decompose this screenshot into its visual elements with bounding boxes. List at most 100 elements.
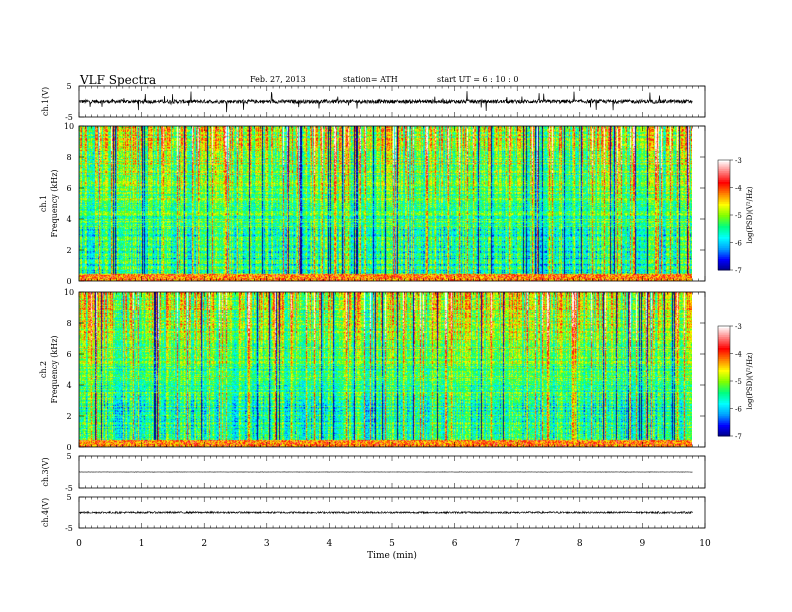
ch1-spectrogram-colorbar-step	[718, 183, 730, 187]
ch2-spectrogram-colorbar-label: log(PSD)(V²/Hz)	[746, 352, 754, 409]
ch2-spectrogram-colorbar-step	[718, 386, 730, 389]
ch2-spectrogram-ytick-6: 6	[66, 350, 71, 359]
ch2-spectrogram-colorbar-step	[718, 430, 730, 433]
ch1-waveform-trace	[78, 91, 693, 113]
ch2-spectrogram-colorbar-step	[718, 388, 730, 391]
ch2-spectrogram-colorbar-step	[718, 399, 730, 402]
ch2-spectrogram-colorbar-step	[718, 419, 730, 422]
ch2-spectrogram-colorbar-step	[718, 414, 730, 417]
ch2-spectrogram-colorbar-step	[718, 393, 730, 397]
ch2-spectrogram-colorbar-step	[718, 415, 730, 419]
ch1-spectrogram-colorbar-step	[718, 204, 730, 207]
start-time-label: start UT = 6 : 10 : 0	[437, 75, 519, 84]
ch1-spectrogram-ytick-8: 8	[66, 153, 71, 162]
ch1-spectrogram-colorbar-step	[718, 213, 730, 216]
ch2-spectrogram-colorbar-step	[718, 364, 730, 367]
ch1-spectrogram-colorbar-step	[718, 268, 730, 271]
ch2-spectrogram-colorbar-step	[718, 432, 730, 435]
ch2-spectrogram-colorbar-tick--3: -3	[735, 323, 742, 331]
x-tick-label-7: 7	[514, 539, 520, 549]
ch2-spectrogram-colorbar-step	[718, 425, 730, 428]
ch1-spectrogram-colorbar-step	[718, 259, 730, 262]
ch3-waveform-ylabel: ch.3(V)	[41, 457, 50, 486]
x-tick-label-3: 3	[264, 539, 270, 549]
ch1-spectrogram-colorbar-step	[718, 220, 730, 223]
ch1-spectrogram-colorbar-step	[718, 200, 730, 203]
date-label: Feb. 27, 2013	[250, 75, 306, 84]
ch2-spectrogram-colorbar-step	[718, 412, 730, 415]
ch1-waveform-ytick-bottom: -5	[65, 113, 73, 122]
ch2-spectrogram-colorbar-step	[718, 362, 730, 365]
ch1-spectrogram-colorbar-step	[718, 257, 730, 260]
ch1-spectrogram-colorbar-step	[718, 198, 730, 201]
ch2-spectrogram-colorbar-step	[718, 403, 730, 406]
ch1-spectrogram-colorbar-step	[718, 255, 730, 258]
ch1-spectrogram-colorbar-step	[718, 218, 730, 221]
ch2-spectrogram-colorbar-step	[718, 382, 730, 386]
station-label: station= ATH	[343, 75, 398, 84]
ch2-spectrogram-colorbar-step	[718, 434, 730, 437]
ch1-spectrogram-colorbar-tick--4: -4	[735, 185, 742, 193]
ch2-spectrogram-colorbar-step	[718, 371, 730, 375]
ch2-spectrogram-colorbar-step	[718, 428, 730, 431]
ch2-spectrogram-ylabel-frequency: Frequency (kHz)	[50, 335, 59, 403]
x-tick-label-5: 5	[389, 539, 395, 549]
ch1-spectrogram-colorbar-tick--6: -6	[735, 240, 742, 248]
ch1-spectrogram-colorbar-step	[718, 224, 730, 227]
ch1-spectrogram-colorbar-step	[718, 178, 730, 181]
ch1-spectrogram-colorbar-step	[718, 240, 730, 243]
ch1-waveform-ytick-top: 5	[66, 82, 71, 91]
ch1-spectrogram-colorbar-step	[718, 176, 730, 179]
ch2-spectrogram-colorbar-step	[718, 359, 730, 362]
ch1-spectrogram-colorbar-step	[718, 171, 730, 174]
ch1-waveform-ylabel: ch.1(V)	[41, 87, 50, 116]
ch2-spectrogram-colorbar-tick--4: -4	[735, 351, 742, 359]
ch1-spectrogram-ytick-2: 2	[66, 246, 71, 255]
ch1-spectrogram-colorbar-step	[718, 231, 730, 234]
ch1-spectrogram-colorbar-step	[718, 172, 730, 176]
ch1-spectrogram-colorbar-step	[718, 174, 730, 177]
ch1-spectrogram-colorbar-step	[718, 226, 730, 229]
ch2-spectrogram-colorbar-step	[718, 340, 730, 343]
ch2-spectrogram-colorbar-step	[718, 426, 730, 430]
ch1-spectrogram-colorbar-step	[718, 185, 730, 188]
ch1-spectrogram-colorbar-step	[718, 187, 730, 190]
ch1-spectrogram-image	[79, 126, 692, 281]
ch1-spectrogram-ylabel-frequency: Frequency (kHz)	[50, 169, 59, 237]
ch2-spectrogram-colorbar-step	[718, 335, 730, 338]
ch1-spectrogram-colorbar-step	[718, 189, 730, 192]
x-tick-label-9: 9	[640, 539, 646, 549]
ch4-waveform-trace	[78, 510, 693, 515]
ch2-spectrogram-colorbar-tick--6: -6	[735, 406, 742, 414]
ch2-spectrogram-colorbar-step	[718, 342, 730, 345]
ch1-spectrogram-colorbar-step	[718, 193, 730, 196]
ch2-spectrogram-ytick-4: 4	[66, 381, 71, 390]
ch1-spectrogram-colorbar-step	[718, 182, 730, 185]
ch2-spectrogram-ytick-8: 8	[66, 319, 71, 328]
ch1-spectrogram-colorbar-tick--7: -7	[735, 267, 742, 275]
ch1-spectrogram-colorbar-step	[718, 215, 730, 218]
ch2-spectrogram-colorbar-step	[718, 344, 730, 347]
ch1-spectrogram-colorbar-step	[718, 163, 730, 166]
ch2-spectrogram-colorbar-step	[718, 408, 730, 411]
ch2-spectrogram-colorbar-step	[718, 355, 730, 358]
ch2-spectrogram-colorbar-step	[718, 351, 730, 354]
ch1-spectrogram-ytick-10: 10	[64, 122, 74, 131]
ch1-spectrogram-colorbar-step	[718, 235, 730, 238]
ch1-spectrogram-colorbar-step	[718, 262, 730, 265]
ch2-spectrogram-colorbar-step	[718, 406, 730, 409]
ch2-spectrogram-colorbar-step	[718, 326, 730, 329]
ch1-spectrogram-colorbar-step	[718, 249, 730, 253]
ch2-spectrogram-colorbar-step	[718, 421, 730, 424]
ch2-spectrogram-colorbar-step	[718, 366, 730, 369]
ch2-spectrogram-colorbar-step	[718, 327, 730, 331]
ch2-spectrogram-colorbar-step	[718, 349, 730, 353]
ch1-spectrogram-colorbar-step	[718, 180, 730, 183]
ch2-spectrogram-colorbar-step	[718, 348, 730, 351]
ch1-spectrogram-colorbar-step	[718, 191, 730, 194]
ch2-spectrogram-ytick-10: 10	[64, 288, 74, 297]
ch1-spectrogram-colorbar-step	[718, 209, 730, 212]
ch1-spectrogram-ytick-4: 4	[66, 215, 71, 224]
ch4-waveform-ytick-top: 5	[66, 493, 71, 502]
